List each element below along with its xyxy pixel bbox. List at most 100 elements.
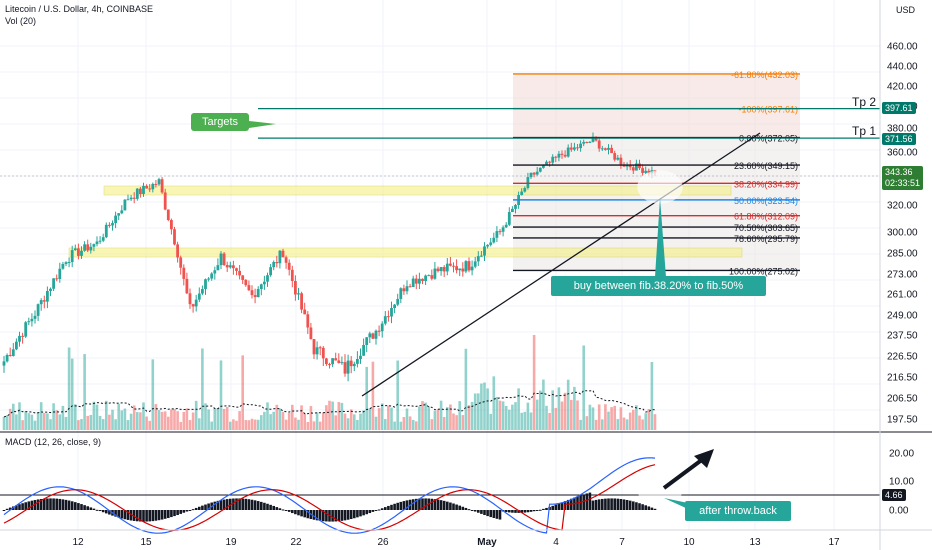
volume-bar — [424, 402, 427, 430]
volume-bar — [151, 359, 155, 430]
candle-body — [390, 308, 393, 317]
candle-body — [83, 244, 86, 251]
macd-histogram-bar — [61, 499, 65, 510]
volume-bar — [402, 417, 406, 430]
volume-bar — [430, 419, 434, 430]
volume-bar — [650, 361, 654, 430]
macd-histogram-bar — [464, 507, 468, 510]
macd-axis-tick: 0.00 — [889, 506, 909, 517]
volume-bar — [433, 410, 437, 430]
volume-bar — [380, 403, 384, 430]
macd-histogram-bar — [594, 499, 598, 510]
volume-bar — [238, 411, 241, 430]
volume-bar — [464, 348, 468, 430]
volume-bar — [281, 411, 285, 430]
macd-histogram-bar — [86, 506, 89, 510]
volume-bar — [80, 419, 83, 430]
candle-body — [204, 279, 207, 290]
volume-bar — [396, 360, 399, 430]
macd-histogram-bar — [523, 510, 527, 513]
macd-histogram-bar — [436, 499, 440, 510]
macd-histogram-bar — [98, 510, 102, 512]
macd-histogram-bar — [455, 504, 458, 510]
macd-histogram-bar — [52, 498, 55, 510]
volume-bar — [173, 409, 176, 430]
volume-bar — [415, 421, 418, 430]
candle-body — [638, 163, 641, 169]
volume-bar — [318, 421, 322, 430]
volume-bar — [483, 382, 486, 430]
macd-histogram-bar — [101, 510, 105, 513]
candle-body — [433, 268, 437, 279]
volume-bar — [467, 405, 471, 430]
volume-bar — [306, 421, 310, 430]
candle-body — [604, 148, 607, 150]
macd-histogram-bar — [67, 500, 71, 510]
volume-bar — [340, 402, 344, 430]
volume-bar — [576, 400, 579, 430]
candle-body — [588, 141, 592, 143]
volume-bar — [210, 421, 213, 430]
volume-bar — [337, 402, 341, 430]
candle-body — [207, 278, 210, 280]
macd-histogram-bar — [198, 506, 201, 510]
macd-histogram-bar — [334, 510, 337, 522]
candle-body — [520, 191, 524, 196]
volume-bar — [89, 414, 93, 430]
macd-histogram-bar — [163, 510, 167, 519]
volume-bar — [300, 405, 303, 430]
volume-bar — [216, 408, 220, 430]
volume-bar — [12, 403, 15, 430]
macd-histogram-bar — [136, 510, 139, 522]
volume-bar — [117, 403, 120, 430]
volume-bar — [619, 407, 623, 430]
volume-bar — [387, 405, 390, 430]
volume-bar — [64, 416, 68, 430]
volume-bar — [198, 418, 201, 430]
macd-histogram-bar — [511, 510, 514, 513]
volume-bar — [362, 410, 365, 430]
candle-body — [458, 268, 462, 271]
volume-bar — [588, 404, 592, 430]
volume-bar — [554, 407, 558, 430]
volume-bar — [235, 420, 238, 430]
macd-histogram-bar — [194, 507, 198, 510]
candle-body — [514, 205, 517, 209]
macd-histogram-bar — [33, 499, 37, 510]
candle-body — [135, 188, 139, 199]
price-axis-tick: 380.00 — [887, 124, 918, 135]
volume-bar — [77, 420, 80, 430]
volume-bar — [542, 379, 545, 430]
time-axis-label: 22 — [290, 537, 302, 548]
volume-bar — [523, 411, 527, 430]
candle-body — [495, 231, 499, 238]
volume-bar — [551, 390, 554, 430]
candle-body — [399, 288, 403, 299]
candle-body — [449, 263, 452, 266]
candle-body — [228, 265, 232, 268]
macd-histogram-bar — [15, 505, 18, 510]
candle-body — [95, 241, 99, 245]
volume-bar — [604, 404, 607, 430]
candles — [2, 132, 657, 382]
macd-histogram-bar — [306, 510, 310, 519]
candle-body — [591, 136, 595, 142]
candle-body — [126, 199, 130, 201]
candle-body — [492, 237, 496, 243]
volume-bar — [390, 407, 393, 430]
macd-histogram-bar — [526, 510, 530, 513]
volume-bar — [225, 407, 229, 430]
candle-body — [300, 293, 303, 310]
tp2-price-badge: 397.61 — [882, 102, 916, 114]
macd-histogram-bar — [46, 498, 49, 510]
macd-histogram-bar — [154, 510, 158, 521]
candle-body — [225, 265, 229, 268]
time-axis-label: 15 — [140, 537, 152, 548]
macd-histogram-bar — [343, 510, 347, 521]
volume-bar — [613, 405, 616, 430]
volume-bar — [486, 388, 489, 430]
candle-body — [563, 154, 567, 157]
macd-histogram-bar — [8, 507, 12, 510]
time-axis-label: 7 — [619, 537, 625, 548]
